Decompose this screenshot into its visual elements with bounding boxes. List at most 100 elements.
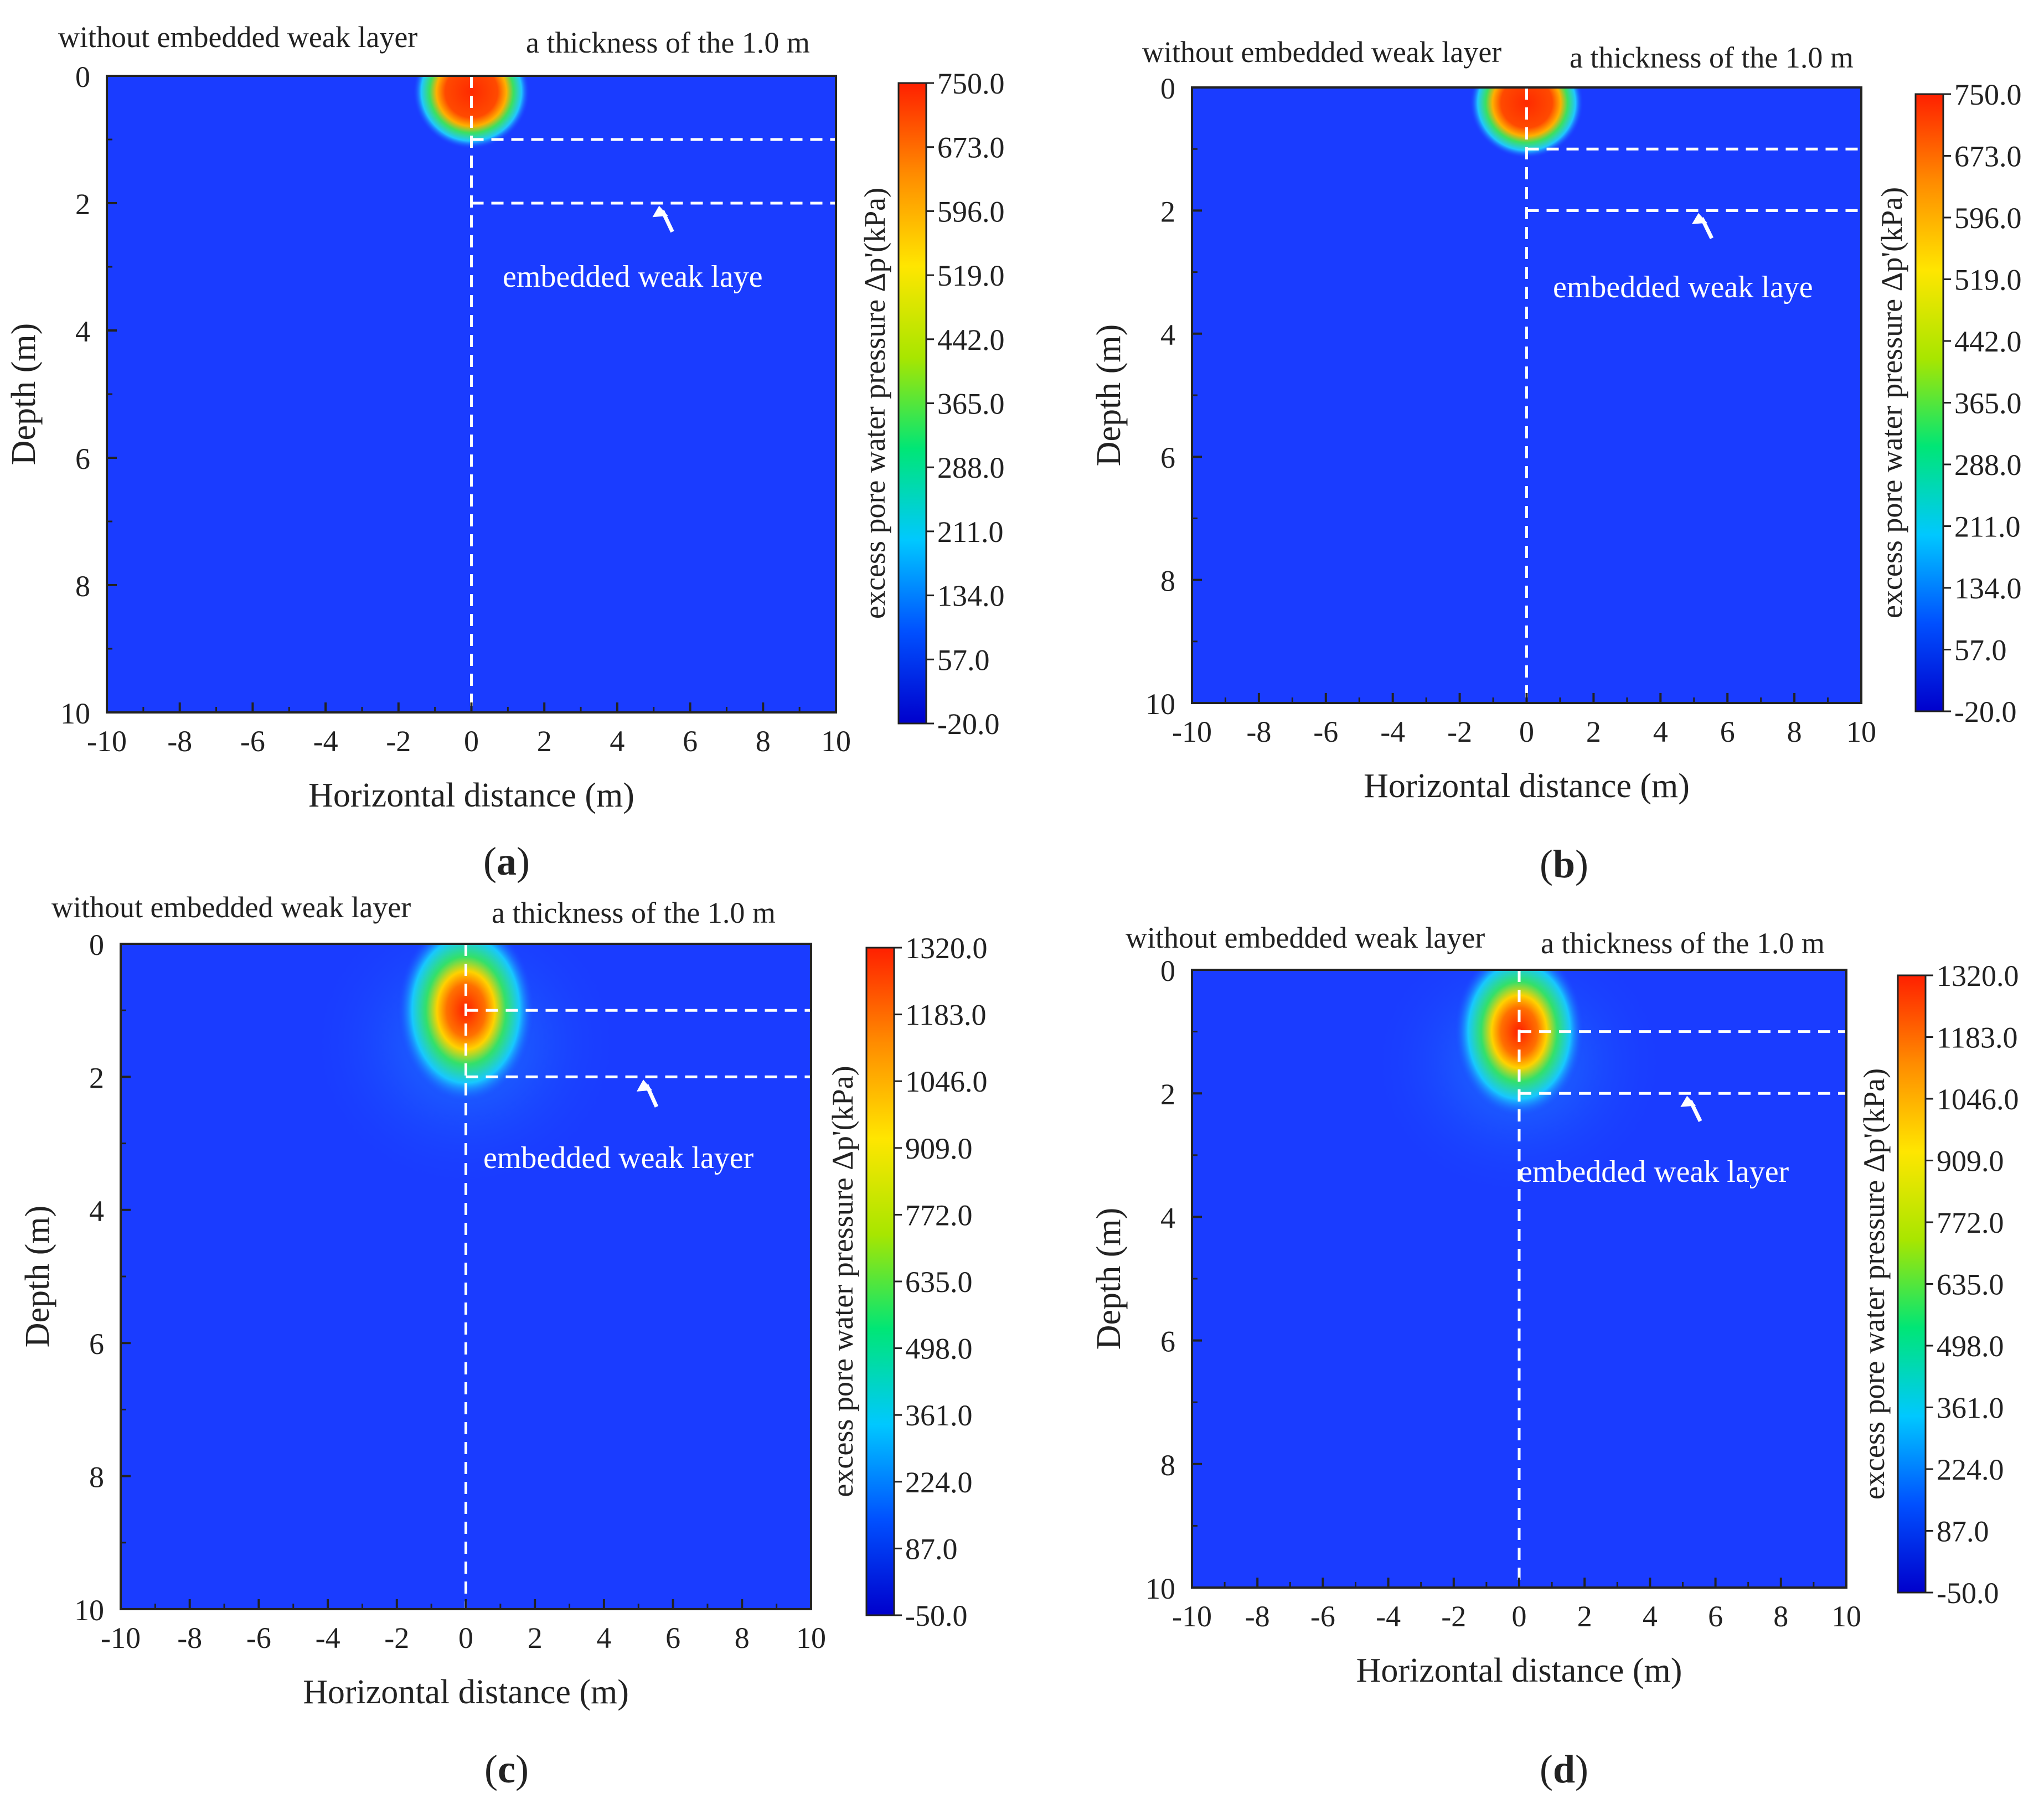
colorbar-tick-label: 519.0: [1954, 263, 2022, 297]
x-tick-label: 4: [1653, 715, 1668, 748]
colorbar-tick-label: 87.0: [1937, 1515, 1989, 1548]
x-axis-label: Horizontal distance (m): [308, 777, 634, 814]
y-tick-label: 0: [89, 928, 104, 962]
annotation-arrow: [652, 205, 674, 233]
x-axis-label: Horizontal distance (m): [303, 1673, 629, 1711]
x-tick-label: -10: [1172, 715, 1212, 748]
x-tick-label: 4: [610, 725, 624, 758]
annotation-arrow: [1680, 1095, 1702, 1122]
y-tick-label: 0: [1160, 72, 1175, 105]
x-tick-label: -2: [384, 1621, 409, 1655]
colorbar-tick-label: 772.0: [905, 1198, 973, 1232]
y-axis-label: Depth (m): [19, 1206, 56, 1348]
y-tick-label: 0: [1160, 954, 1175, 988]
annotation-label: embedded weak laye: [503, 260, 763, 294]
x-tick-label: -10: [1172, 1600, 1212, 1633]
x-axis-label: Horizontal distance (m): [1364, 767, 1690, 805]
colorbar-tick-label: 365.0: [1954, 387, 2022, 420]
y-tick-label: 6: [89, 1327, 104, 1361]
annotation-arrow: [636, 1079, 659, 1108]
panel-label: (d): [1540, 1747, 1588, 1791]
y-tick-label: 2: [89, 1061, 104, 1094]
colorbar-tick-label: 1320.0: [1937, 959, 2019, 993]
y-tick-label: 8: [75, 570, 90, 603]
x-tick-label: 8: [1773, 1600, 1788, 1633]
colorbar-tick-label: 1320.0: [905, 932, 988, 965]
pressure-hotspot: [1369, 970, 1670, 1201]
colorbar-tick-label: 750.0: [937, 67, 1005, 100]
panel-title-left: without embedded weak layer: [51, 891, 411, 924]
x-axis-label: Horizontal distance (m): [1356, 1652, 1682, 1689]
x-tick-label: 6: [683, 725, 698, 758]
y-tick-label: 2: [75, 188, 90, 221]
colorbar-tick-label: 224.0: [1937, 1453, 2004, 1486]
x-tick-label: -4: [1376, 1600, 1401, 1633]
pressure-core: [1453, 970, 1585, 1118]
chart-panel-d: embedded weak layer -10 -8 -6 -4 -2 0 2 4 6 8 10 0 2 4…: [1090, 921, 2019, 1791]
y-axis-label: Depth (m): [1090, 324, 1128, 467]
x-tick-label: 2: [528, 1621, 543, 1655]
colorbar-tick-label: 673.0: [937, 131, 1005, 164]
panel-title-left: without embedded weak layer: [58, 20, 417, 54]
colorbar-tick-label: 87.0: [905, 1532, 958, 1565]
x-tick-label: -2: [1441, 1600, 1466, 1633]
x-tick-label: -4: [316, 1621, 340, 1655]
annotation-label: embedded weak layer: [1519, 1155, 1789, 1189]
x-tick-label: -8: [1245, 1600, 1270, 1633]
x-tick-label: -8: [177, 1621, 202, 1655]
colorbar-label: excess pore water pressure Δp'(kPa): [1857, 1068, 1891, 1500]
chart-panel-a: embedded weak laye -10 -8 -6 -4 -2 0 2 4 6 8 10 0 2 4 6…: [5, 20, 1005, 883]
colorbar-tick-label: -20.0: [937, 707, 999, 741]
y-tick-label: 0: [75, 60, 90, 94]
colorbar-label: excess pore water pressure Δp'(kPa): [1875, 187, 1908, 618]
y-tick-label: 6: [1160, 441, 1175, 474]
colorbar-tick-label: 288.0: [1954, 448, 2022, 482]
y-tick-label: 2: [1160, 1078, 1175, 1111]
colorbar-tick-label: 211.0: [937, 515, 1004, 549]
y-tick-label: 6: [1160, 1325, 1175, 1358]
x-tick-label: 6: [1708, 1600, 1723, 1633]
colorbar-label: excess pore water pressure Δp'(kPa): [826, 1066, 859, 1497]
colorbar-tick-label: 772.0: [1937, 1206, 2004, 1239]
x-tick-label: 0: [1512, 1600, 1527, 1633]
x-tick-label: 8: [756, 725, 771, 758]
x-tick-label: 0: [464, 725, 479, 758]
panel-title-left: without embedded weak layer: [1142, 35, 1501, 69]
y-tick-label: 10: [1145, 1572, 1175, 1605]
x-tick-label: 6: [665, 1621, 680, 1655]
pressure-hotspot: [1469, 87, 1584, 158]
colorbar-tick-label: 1046.0: [905, 1065, 988, 1098]
chart-panel-b: embedded weak laye -10 -8 -6 -4 -2 0 2 4 6 8 10 0 2 4 6…: [1090, 35, 2022, 886]
colorbar-tick-label: -50.0: [1937, 1576, 1999, 1610]
x-tick-label: 8: [1787, 715, 1802, 748]
y-tick-label: 4: [75, 315, 90, 348]
x-tick-label: 10: [821, 725, 851, 758]
panel-title-right: a thickness of the 1.0 m: [1541, 927, 1825, 960]
x-tick-label: 8: [735, 1621, 750, 1655]
colorbar-tick-label: 596.0: [937, 195, 1005, 228]
x-tick-label: -10: [87, 725, 127, 758]
colorbar: [1914, 93, 1944, 712]
colorbar-tick-label: 361.0: [1937, 1392, 2004, 1425]
x-tick-label: 2: [1586, 715, 1601, 748]
colorbar-tick-label: 224.0: [905, 1466, 973, 1499]
y-tick-label: 4: [1160, 1201, 1175, 1234]
y-tick-label: 10: [60, 697, 90, 730]
y-axis-label: Depth (m): [1090, 1208, 1128, 1350]
x-tick-label: -10: [101, 1621, 141, 1655]
pressure-core: [413, 76, 530, 149]
y-tick-label: 10: [74, 1594, 104, 1627]
pressure-core: [1469, 87, 1584, 158]
x-tick-label: 4: [1643, 1600, 1658, 1633]
y-tick-label: 2: [1160, 195, 1175, 228]
x-tick-label: -8: [167, 725, 192, 758]
colorbar-tick-label: 442.0: [1954, 325, 2022, 358]
y-tick-label: 4: [1160, 318, 1175, 352]
colorbar-tick-label: 635.0: [1937, 1268, 2004, 1301]
colorbar-tick-label: 365.0: [937, 387, 1005, 421]
x-tick-label: -8: [1246, 715, 1271, 748]
x-tick-label: -4: [313, 725, 338, 758]
y-tick-label: 8: [1160, 1449, 1175, 1482]
panel-label: (c): [484, 1747, 529, 1791]
